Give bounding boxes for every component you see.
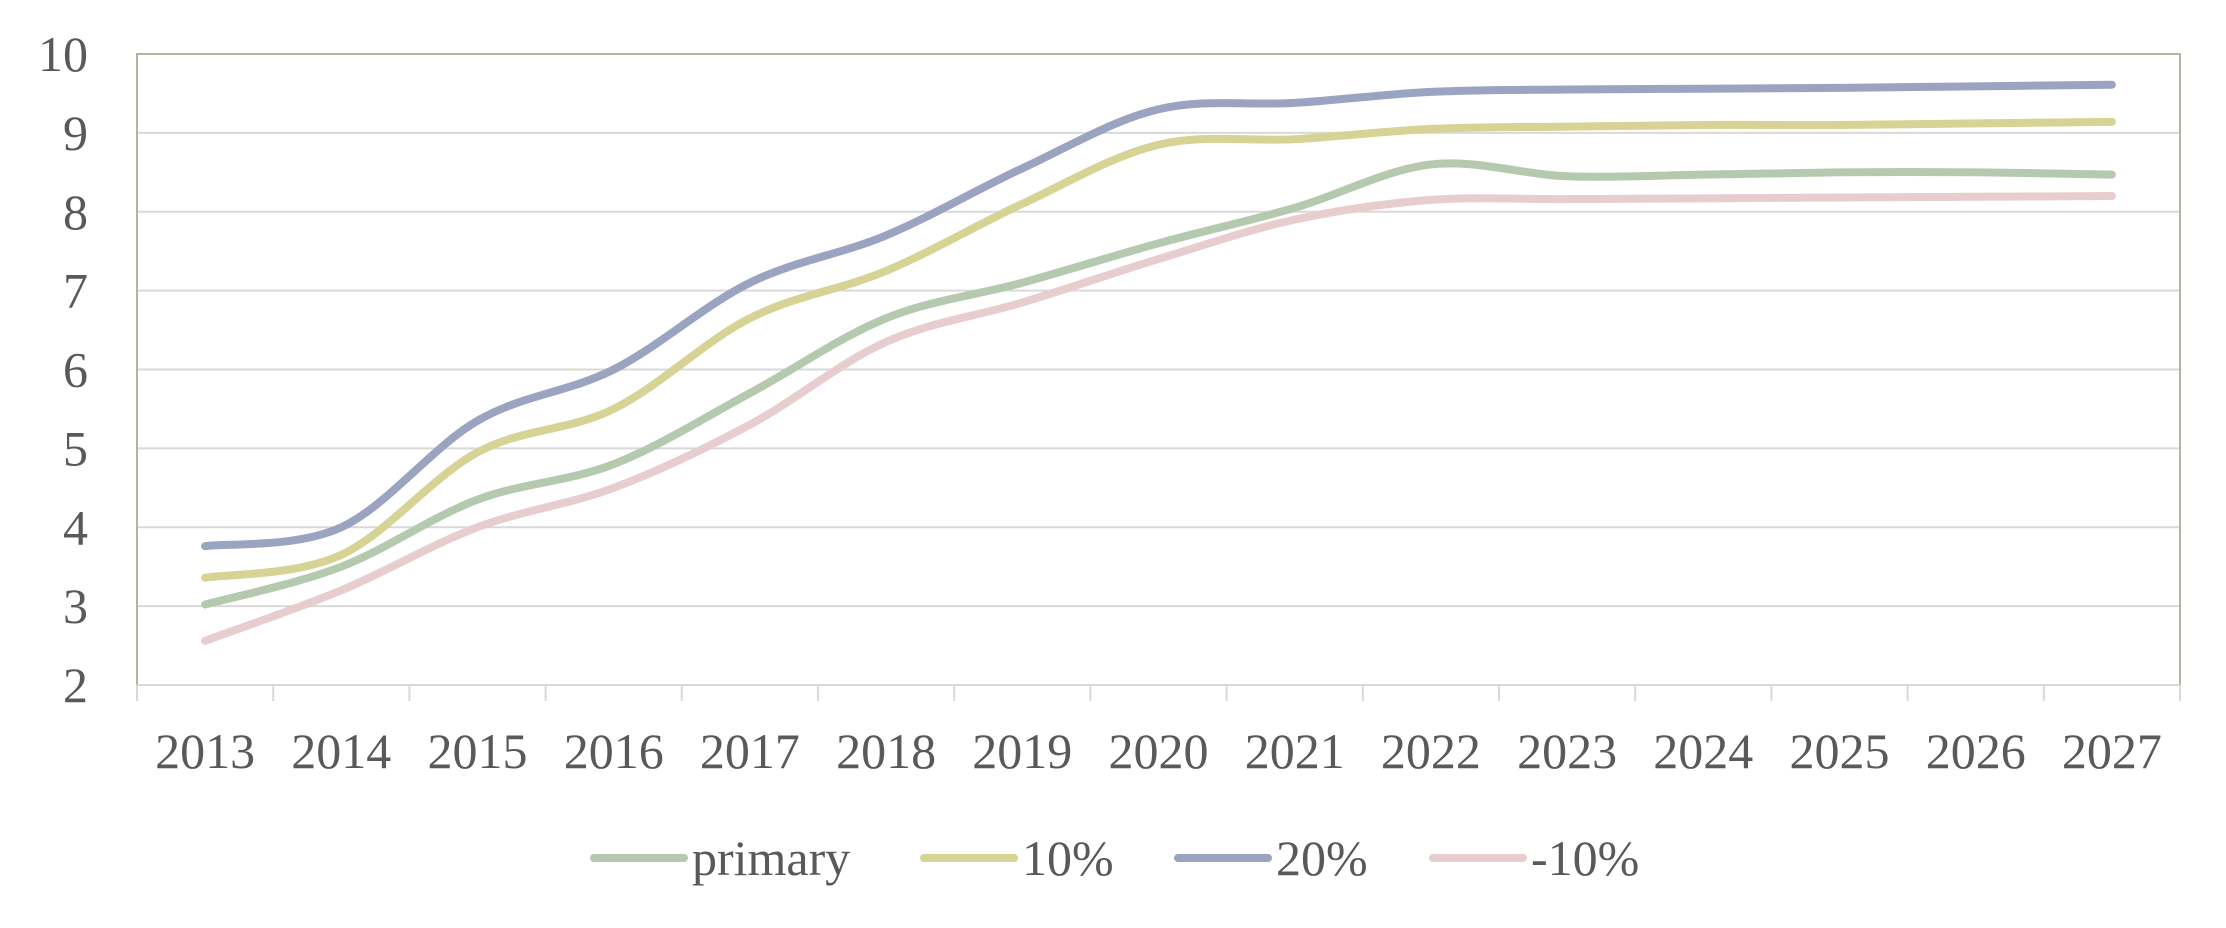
y-tick-label: 6 [63, 342, 88, 398]
x-tick-label: 2026 [1926, 723, 2026, 779]
legend-label: -10% [1531, 830, 1639, 886]
series-line-4 [201, 191, 2116, 645]
x-tick-label: 2018 [836, 723, 936, 779]
y-tick-label: 10 [38, 26, 88, 82]
y-tick-label: 5 [63, 420, 88, 476]
legend: primary 10% 20% -10% [590, 830, 1639, 886]
x-axis-labels: 2013 2014 2015 2016 2017 2018 2019 2020 2021 2022… [155, 723, 2162, 779]
legend-label: 10% [1022, 830, 1114, 886]
x-tick-label: 2020 [1109, 723, 1209, 779]
legend-label: primary [692, 830, 850, 886]
y-tick-label: 2 [63, 657, 88, 713]
x-tick-label: 2024 [1653, 723, 1753, 779]
grid [137, 131, 2180, 608]
legend-label: 20% [1276, 830, 1368, 886]
y-tick-label: 3 [63, 578, 88, 634]
x-tick-label: 2016 [564, 723, 664, 779]
x-tick-label: 2019 [972, 723, 1072, 779]
x-tick-label: 2017 [700, 723, 800, 779]
x-tick-label: 2015 [428, 723, 528, 779]
series-line-3 [201, 80, 2116, 551]
series-lines [201, 80, 2116, 645]
series-line-1 [201, 159, 2116, 609]
y-tick-label: 7 [63, 263, 88, 319]
x-tick-label: 2027 [2062, 723, 2162, 779]
x-tick-label: 2013 [155, 723, 255, 779]
y-tick-label: 9 [63, 105, 88, 161]
y-axis: 2 3 4 5 6 7 8 9 10 [38, 26, 88, 713]
y-tick-label: 8 [63, 184, 88, 240]
x-tick-label: 2025 [1790, 723, 1890, 779]
x-tick-label: 2022 [1381, 723, 1481, 779]
y-tick-label: 4 [63, 499, 88, 555]
series-line-2 [201, 117, 2116, 582]
x-tick-label: 2023 [1517, 723, 1617, 779]
x-tick-label: 2014 [291, 723, 391, 779]
x-axis [136, 684, 2181, 701]
x-tick-label: 2021 [1245, 723, 1345, 779]
